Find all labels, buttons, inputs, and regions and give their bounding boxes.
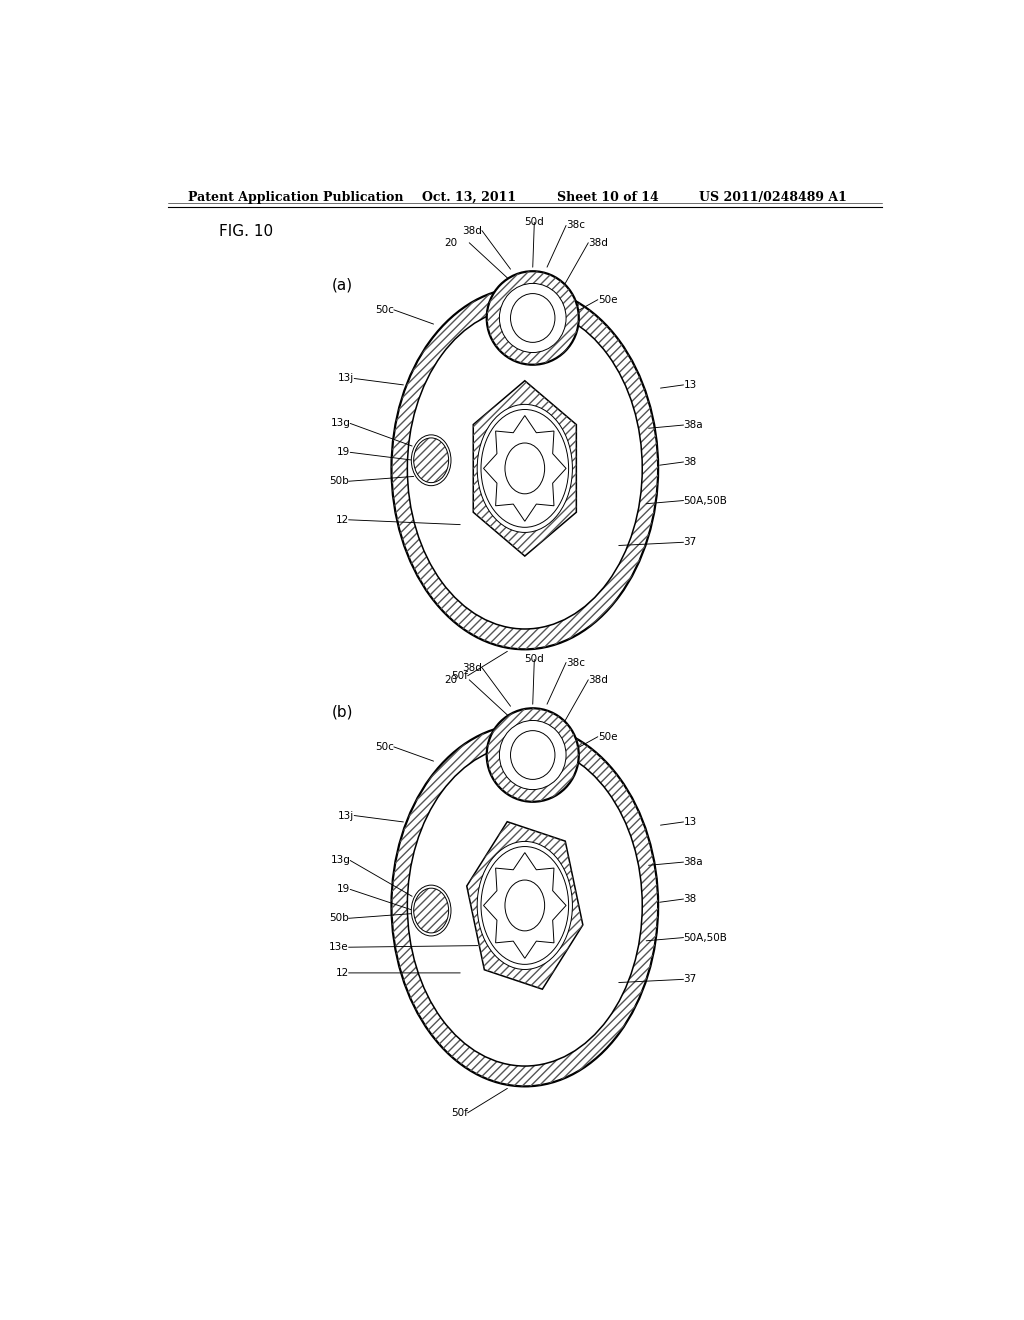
Ellipse shape xyxy=(486,271,579,364)
Ellipse shape xyxy=(391,725,658,1086)
Text: 19: 19 xyxy=(337,884,350,895)
Text: US 2011/0248489 A1: US 2011/0248489 A1 xyxy=(699,190,847,203)
Ellipse shape xyxy=(481,409,568,527)
Ellipse shape xyxy=(477,841,572,969)
Ellipse shape xyxy=(511,731,555,779)
Text: 13g: 13g xyxy=(331,418,350,429)
Text: 50f: 50f xyxy=(451,1107,468,1118)
Text: 50d: 50d xyxy=(524,655,544,664)
Text: 50c: 50c xyxy=(375,742,394,752)
Text: 13e: 13e xyxy=(329,942,348,952)
Ellipse shape xyxy=(511,293,555,342)
Text: 50A,50B: 50A,50B xyxy=(684,932,727,942)
Text: 19: 19 xyxy=(337,447,350,457)
Text: 38a: 38a xyxy=(684,420,703,430)
Ellipse shape xyxy=(477,404,572,532)
Circle shape xyxy=(505,444,545,494)
Text: 50f: 50f xyxy=(451,671,468,681)
Text: 37: 37 xyxy=(684,974,696,985)
Circle shape xyxy=(412,886,451,936)
Text: 50c: 50c xyxy=(375,305,394,315)
Text: 50e: 50e xyxy=(598,731,617,742)
Text: 38d: 38d xyxy=(462,226,482,235)
Ellipse shape xyxy=(500,721,566,789)
Text: Oct. 13, 2011: Oct. 13, 2011 xyxy=(422,190,516,203)
Text: FIG. 10: FIG. 10 xyxy=(219,224,273,239)
Text: 37: 37 xyxy=(684,537,696,548)
Ellipse shape xyxy=(486,709,579,801)
Text: 38d: 38d xyxy=(462,663,482,673)
Text: 38: 38 xyxy=(684,894,696,904)
Circle shape xyxy=(505,880,545,931)
Text: 13: 13 xyxy=(684,817,696,826)
Text: 13g: 13g xyxy=(331,855,350,866)
Text: (b): (b) xyxy=(332,705,353,719)
Text: 12: 12 xyxy=(336,968,348,978)
Text: 13j: 13j xyxy=(338,810,354,821)
Text: Patent Application Publication: Patent Application Publication xyxy=(187,190,403,203)
Ellipse shape xyxy=(500,284,566,352)
Polygon shape xyxy=(467,822,583,989)
Polygon shape xyxy=(483,853,566,958)
Text: 50a: 50a xyxy=(545,869,564,878)
Text: 13: 13 xyxy=(684,380,696,389)
Text: 20: 20 xyxy=(444,675,458,685)
Text: 12: 12 xyxy=(336,515,348,525)
Circle shape xyxy=(412,434,451,486)
Text: 38c: 38c xyxy=(566,220,585,231)
Text: 38c: 38c xyxy=(566,657,585,668)
Text: 50d: 50d xyxy=(524,218,544,227)
Text: 50A,50B: 50A,50B xyxy=(684,495,727,506)
Text: 50e: 50e xyxy=(598,294,617,305)
Ellipse shape xyxy=(481,846,568,965)
Text: 50b: 50b xyxy=(329,477,348,486)
Polygon shape xyxy=(483,416,566,521)
Text: 38d: 38d xyxy=(588,238,608,248)
Text: 38a: 38a xyxy=(684,857,703,867)
Text: 20: 20 xyxy=(444,238,458,248)
Polygon shape xyxy=(473,380,577,556)
Text: 50b: 50b xyxy=(329,913,348,923)
Text: (a): (a) xyxy=(332,279,353,293)
Text: 38: 38 xyxy=(684,457,696,467)
Ellipse shape xyxy=(408,744,642,1067)
Text: 50a: 50a xyxy=(545,430,564,441)
Ellipse shape xyxy=(408,308,642,630)
Ellipse shape xyxy=(391,288,658,649)
Text: 13j: 13j xyxy=(338,374,354,384)
Text: 13f: 13f xyxy=(520,502,538,512)
Text: Sheet 10 of 14: Sheet 10 of 14 xyxy=(557,190,658,203)
Text: 38d: 38d xyxy=(588,675,608,685)
